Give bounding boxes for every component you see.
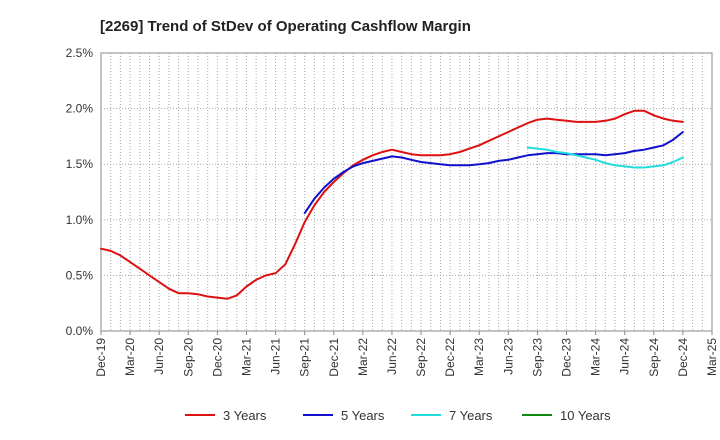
series-line-7-years (526, 146, 684, 169)
y-tick-label: 0.5% (66, 268, 94, 282)
chart-title: [2269] Trend of StDev of Operating Cashf… (100, 18, 471, 35)
x-tick-label: Mar-25 (705, 338, 719, 376)
x-tick-label: Jun-24 (618, 338, 632, 375)
x-tick-label: Sep-24 (647, 338, 661, 377)
x-tick-label: Dec-21 (327, 338, 341, 377)
x-tick-label: Jun-23 (501, 338, 515, 375)
x-tick-label: Mar-24 (589, 338, 603, 376)
y-tick-label: 2.0% (66, 102, 94, 116)
x-tick-label: Dec-24 (676, 338, 690, 377)
x-tick-label: Sep-22 (414, 338, 428, 377)
series-line-5-years (303, 131, 684, 215)
x-tick-label: Dec-23 (560, 338, 574, 377)
y-tick-label: 0.0% (66, 324, 94, 338)
x-tick-label: Jun-22 (385, 338, 399, 375)
series-lines (100, 109, 684, 300)
x-tick-label: Mar-20 (123, 338, 137, 376)
x-tick-label: Sep-23 (530, 338, 544, 377)
legend-label: 5 Years (341, 408, 385, 423)
y-tick-label: 1.5% (66, 157, 94, 171)
legend-label: 10 Years (560, 408, 611, 423)
y-tick-label: 2.5% (66, 46, 94, 60)
x-tick-label: Dec-22 (443, 338, 457, 377)
plot-frame (100, 52, 713, 332)
x-tick-label: Mar-22 (356, 338, 370, 376)
y-axis: 0.0% 0.5% 1.0% 1.5% 2.0% 2.5% (66, 46, 94, 338)
x-axis: Dec-19 Mar-20 Jun-20 Sep-20 Dec-20 Mar-21 Jun-… (94, 331, 719, 377)
x-tick-label: Dec-19 (94, 338, 108, 377)
x-tick-label: Sep-20 (181, 338, 195, 377)
x-tick-label: Dec-20 (210, 338, 224, 377)
x-tick-label: Mar-23 (472, 338, 486, 376)
series-line-3-years (100, 109, 684, 300)
x-tick-label: Mar-21 (239, 338, 253, 376)
legend-label: 7 Years (449, 408, 493, 423)
legend: 3 Years 5 Years 7 Years 10 Years (185, 408, 611, 423)
x-tick-label: Jun-20 (152, 338, 166, 375)
grid (101, 53, 712, 331)
y-tick-label: 1.0% (66, 213, 94, 227)
x-tick-label: Jun-21 (269, 338, 283, 375)
x-tick-label: Sep-21 (298, 338, 312, 377)
legend-label: 3 Years (223, 408, 267, 423)
